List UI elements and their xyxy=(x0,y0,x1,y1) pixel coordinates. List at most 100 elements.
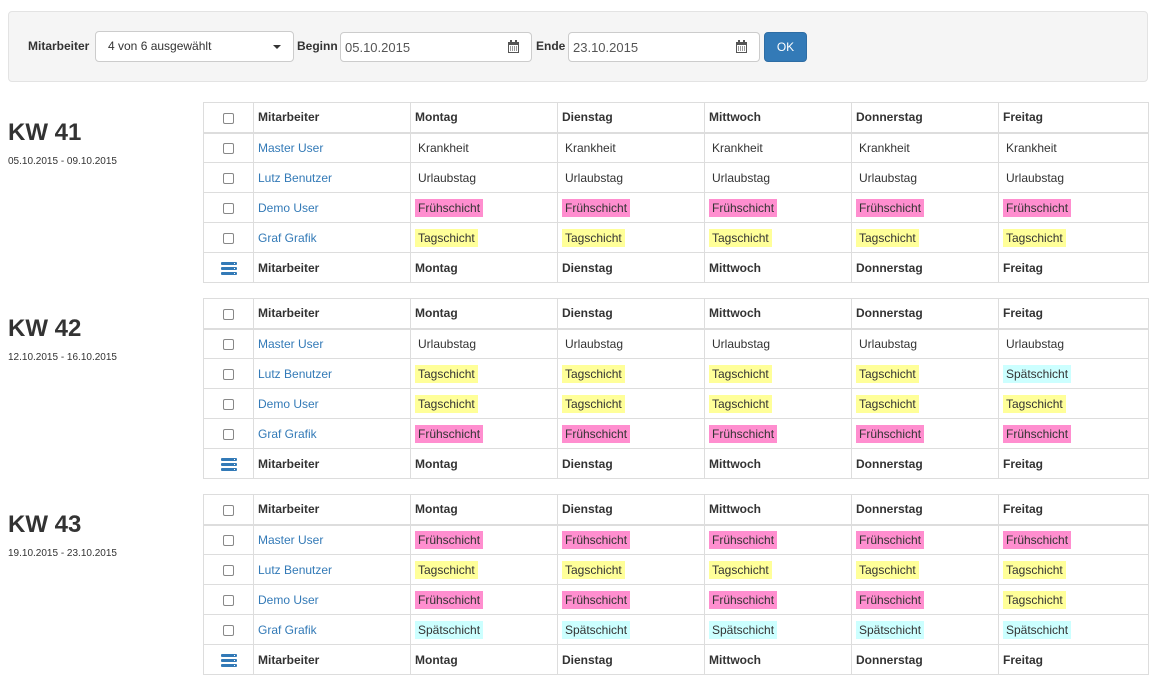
employee-link[interactable]: Graf Grafik xyxy=(258,622,317,637)
employee-link[interactable]: Graf Grafik xyxy=(258,230,317,245)
shift-cell[interactable]: Krankheit xyxy=(851,132,999,163)
shift-cell[interactable]: Spätschicht xyxy=(851,614,999,645)
shift-cell[interactable]: Tagschicht xyxy=(410,388,558,419)
shift-cell[interactable]: Frühschicht xyxy=(557,192,705,223)
shift-cell[interactable]: Tagschicht xyxy=(851,554,999,585)
shift-label: Tagschicht xyxy=(1003,394,1066,413)
start-date-picker-button[interactable] xyxy=(495,32,532,62)
shift-cell[interactable]: Tagschicht xyxy=(704,388,852,419)
shift-cell[interactable]: Tagschicht xyxy=(557,554,705,585)
shift-cell[interactable]: Frühschicht xyxy=(410,192,558,223)
shift-cell[interactable]: Frühschicht xyxy=(851,418,999,449)
employee-link[interactable]: Lutz Benutzer xyxy=(258,562,333,577)
shift-cell[interactable]: Spätschicht xyxy=(704,614,852,645)
shift-cell[interactable]: Frühschicht xyxy=(851,192,999,223)
shift-cell[interactable]: Frühschicht xyxy=(410,584,558,615)
shift-cell[interactable]: Tagschicht xyxy=(998,584,1149,615)
shift-cell[interactable]: Frühschicht xyxy=(704,584,852,615)
shift-cell[interactable]: Tagschicht xyxy=(557,222,705,253)
employee-link[interactable]: Master User xyxy=(258,140,324,155)
shift-cell[interactable]: Tagschicht xyxy=(557,358,705,389)
shift-cell[interactable]: Spätschicht xyxy=(410,614,558,645)
row-checkbox[interactable] xyxy=(223,143,234,155)
shift-cell[interactable]: Frühschicht xyxy=(998,418,1149,449)
shift-cell[interactable]: Urlaubstag xyxy=(998,328,1149,359)
shift-cell[interactable]: Tagschicht xyxy=(410,358,558,389)
shift-cell[interactable]: Tagschicht xyxy=(704,554,852,585)
employee-cell: Graf Grafik xyxy=(253,418,411,449)
server-list-icon[interactable] xyxy=(220,457,237,471)
shift-cell[interactable]: Frühschicht xyxy=(557,524,705,555)
shift-cell[interactable]: Urlaubstag xyxy=(410,328,558,359)
row-checkbox[interactable] xyxy=(223,368,234,380)
shift-cell[interactable]: Urlaubstag xyxy=(851,162,999,193)
shift-cell[interactable]: Tagschicht xyxy=(410,222,558,253)
row-checkbox[interactable] xyxy=(223,564,234,576)
select-all-checkbox[interactable] xyxy=(223,112,234,124)
shift-cell[interactable]: Spätschicht xyxy=(557,614,705,645)
shift-cell[interactable]: Krankheit xyxy=(557,132,705,163)
shift-cell[interactable]: Spätschicht xyxy=(998,358,1149,389)
shift-cell[interactable]: Krankheit xyxy=(704,132,852,163)
shift-cell[interactable]: Tagschicht xyxy=(410,554,558,585)
shift-cell[interactable]: Tagschicht xyxy=(998,554,1149,585)
filter-bar: Mitarbeiter 4 von 6 ausgewählt Beginn En… xyxy=(8,11,1148,82)
shift-cell[interactable]: Frühschicht xyxy=(704,418,852,449)
row-checkbox[interactable] xyxy=(223,339,234,351)
shift-cell[interactable]: Urlaubstag xyxy=(851,328,999,359)
end-date-picker-button[interactable] xyxy=(723,32,760,62)
shift-cell[interactable]: Urlaubstag xyxy=(557,328,705,359)
start-date-input[interactable] xyxy=(340,32,496,62)
shift-cell[interactable]: Krankheit xyxy=(410,132,558,163)
ok-button[interactable]: OK xyxy=(764,32,807,62)
row-checkbox[interactable] xyxy=(223,172,234,184)
shift-cell[interactable]: Krankheit xyxy=(998,132,1149,163)
shift-cell[interactable]: Urlaubstag xyxy=(704,328,852,359)
server-list-icon[interactable] xyxy=(220,653,237,667)
shift-cell[interactable]: Urlaubstag xyxy=(557,162,705,193)
employee-link[interactable]: Master User xyxy=(258,336,324,351)
employee-multiselect[interactable]: 4 von 6 ausgewählt xyxy=(95,31,294,62)
shift-cell[interactable]: Frühschicht xyxy=(851,584,999,615)
shift-cell[interactable]: Tagschicht xyxy=(998,222,1149,253)
shift-cell[interactable]: Tagschicht xyxy=(704,222,852,253)
row-checkbox[interactable] xyxy=(223,624,234,636)
shift-cell[interactable]: Frühschicht xyxy=(410,418,558,449)
shift-cell[interactable]: Frühschicht xyxy=(998,192,1149,223)
shift-cell[interactable]: Tagschicht xyxy=(851,358,999,389)
shift-cell[interactable]: Urlaubstag xyxy=(704,162,852,193)
row-checkbox[interactable] xyxy=(223,535,234,547)
row-checkbox[interactable] xyxy=(223,232,234,244)
shift-cell[interactable]: Frühschicht xyxy=(410,524,558,555)
row-checkbox[interactable] xyxy=(223,398,234,410)
row-checkbox[interactable] xyxy=(223,594,234,606)
select-all-checkbox[interactable] xyxy=(223,308,234,320)
select-all-checkbox[interactable] xyxy=(223,504,234,516)
shift-cell[interactable]: Frühschicht xyxy=(704,192,852,223)
shift-cell[interactable]: Frühschicht xyxy=(998,524,1149,555)
shift-cell[interactable]: Frühschicht xyxy=(851,524,999,555)
shift-label: Frühschicht xyxy=(709,198,778,217)
shift-cell[interactable]: Frühschicht xyxy=(557,418,705,449)
shift-cell[interactable]: Tagschicht xyxy=(704,358,852,389)
shift-cell[interactable]: Tagschicht xyxy=(851,388,999,419)
shift-cell[interactable]: Urlaubstag xyxy=(998,162,1149,193)
employee-link[interactable]: Demo User xyxy=(258,200,319,215)
employee-link[interactable]: Demo User xyxy=(258,396,319,411)
end-date-input[interactable] xyxy=(568,32,724,62)
shift-cell[interactable]: Tagschicht xyxy=(851,222,999,253)
employee-link[interactable]: Lutz Benutzer xyxy=(258,366,333,381)
shift-cell[interactable]: Tagschicht xyxy=(998,388,1149,419)
row-checkbox[interactable] xyxy=(223,428,234,440)
employee-link[interactable]: Demo User xyxy=(258,592,319,607)
shift-cell[interactable]: Frühschicht xyxy=(557,584,705,615)
employee-link[interactable]: Lutz Benutzer xyxy=(258,170,333,185)
employee-link[interactable]: Master User xyxy=(258,532,324,547)
shift-cell[interactable]: Spätschicht xyxy=(998,614,1149,645)
row-checkbox[interactable] xyxy=(223,202,234,214)
shift-cell[interactable]: Frühschicht xyxy=(704,524,852,555)
shift-cell[interactable]: Tagschicht xyxy=(557,388,705,419)
server-list-icon[interactable] xyxy=(220,261,237,275)
shift-cell[interactable]: Urlaubstag xyxy=(410,162,558,193)
employee-link[interactable]: Graf Grafik xyxy=(258,426,317,441)
